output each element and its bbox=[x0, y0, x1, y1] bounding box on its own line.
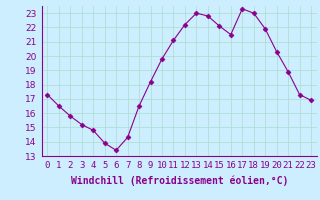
X-axis label: Windchill (Refroidissement éolien,°C): Windchill (Refroidissement éolien,°C) bbox=[70, 175, 288, 186]
